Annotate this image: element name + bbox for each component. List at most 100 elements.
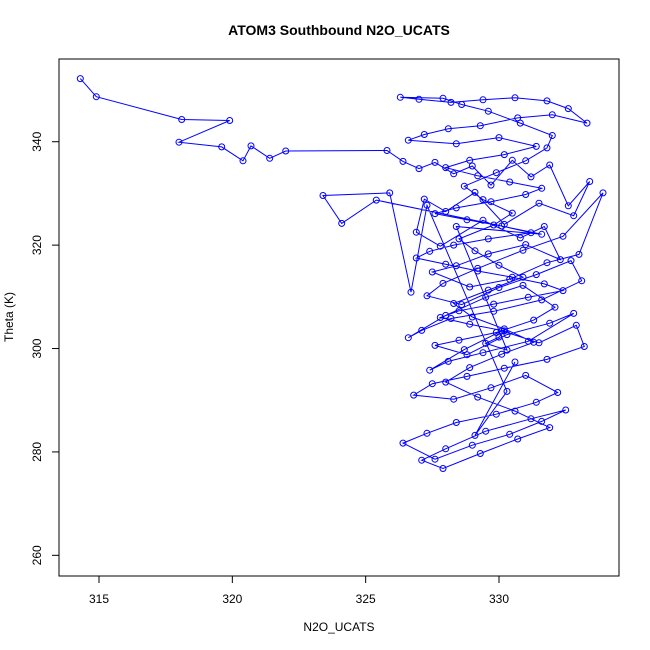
data-point xyxy=(567,257,575,265)
data-point xyxy=(455,235,463,243)
data-point xyxy=(471,188,479,196)
data-point xyxy=(538,184,546,192)
data-point xyxy=(492,410,500,418)
data-point xyxy=(476,450,484,457)
y-tick-label: 280 xyxy=(30,442,44,462)
data-point xyxy=(559,232,567,240)
data-point xyxy=(564,202,572,210)
data-point xyxy=(468,313,476,321)
data-point xyxy=(418,326,426,334)
data-point xyxy=(530,338,538,346)
data-point xyxy=(423,292,431,300)
y-tick-label: 260 xyxy=(30,545,44,565)
data-point xyxy=(479,96,487,104)
data-point xyxy=(500,364,508,372)
data-point xyxy=(450,170,458,178)
data-point xyxy=(500,325,508,333)
data-point xyxy=(495,284,503,291)
data-point xyxy=(439,94,447,102)
x-tick-label: 320 xyxy=(222,592,242,606)
data-point xyxy=(484,107,492,115)
data-point xyxy=(506,430,514,438)
data-point xyxy=(559,287,567,295)
data-point xyxy=(466,283,474,291)
data-point xyxy=(439,465,447,472)
data-point xyxy=(442,208,450,215)
data-point xyxy=(508,156,516,164)
data-point xyxy=(551,303,559,311)
data-point xyxy=(431,455,439,463)
data-point xyxy=(450,395,458,403)
y-tick-label: 340 xyxy=(30,131,44,151)
data-point xyxy=(532,398,540,406)
data-point xyxy=(522,371,530,379)
data-point xyxy=(452,140,460,148)
data-point xyxy=(460,182,468,190)
data-point xyxy=(578,277,586,285)
data-point xyxy=(511,407,519,415)
data-point xyxy=(431,210,439,218)
data-point xyxy=(546,424,554,432)
data-point xyxy=(436,314,444,321)
data-point xyxy=(474,172,482,180)
data-point xyxy=(554,389,562,396)
data-point xyxy=(426,366,434,374)
data-point xyxy=(239,157,247,165)
series-points xyxy=(76,75,607,472)
data-point xyxy=(535,199,543,207)
data-point xyxy=(399,439,407,447)
data-point xyxy=(282,147,290,155)
data-point xyxy=(490,221,498,229)
data-point xyxy=(482,339,490,347)
data-point xyxy=(431,341,439,349)
data-point xyxy=(447,98,455,106)
data-point xyxy=(492,169,500,177)
data-point xyxy=(463,216,471,224)
data-point xyxy=(530,316,538,324)
data-point xyxy=(383,147,391,154)
data-point xyxy=(420,195,428,203)
data-point xyxy=(546,161,554,169)
data-point xyxy=(484,286,492,294)
data-point xyxy=(487,198,495,206)
data-point xyxy=(386,189,394,197)
data-point xyxy=(460,346,468,354)
data-point xyxy=(412,228,420,236)
data-point xyxy=(423,429,431,437)
data-point xyxy=(458,101,466,108)
data-point xyxy=(519,281,527,289)
data-point xyxy=(420,131,428,138)
x-axis: 315 320 325 330 xyxy=(89,575,509,606)
data-point xyxy=(500,327,508,335)
data-point xyxy=(570,212,578,220)
data-point xyxy=(538,230,546,238)
data-point xyxy=(423,201,431,209)
data-point xyxy=(442,164,450,172)
data-point xyxy=(527,229,535,237)
y-axis-title: Theta (K) xyxy=(2,292,16,342)
data-point xyxy=(471,431,479,439)
data-point xyxy=(466,364,474,372)
data-point xyxy=(586,178,594,185)
data-point xyxy=(266,154,274,162)
data-point xyxy=(178,116,186,123)
data-point xyxy=(495,333,503,341)
data-point xyxy=(442,260,450,268)
data-point xyxy=(471,247,479,255)
data-point xyxy=(466,156,474,164)
data-point xyxy=(527,173,535,181)
data-point xyxy=(468,162,476,170)
data-point xyxy=(490,307,498,315)
data-point xyxy=(218,143,226,151)
data-point xyxy=(247,142,255,150)
x-axis-title: N2O_UCATS xyxy=(303,620,374,634)
data-point xyxy=(428,380,436,388)
data-point xyxy=(540,223,548,230)
data-point xyxy=(572,321,580,329)
data-point xyxy=(407,288,415,296)
data-point xyxy=(575,250,583,258)
data-point xyxy=(426,247,434,255)
data-point xyxy=(412,254,420,262)
data-point xyxy=(431,158,439,166)
